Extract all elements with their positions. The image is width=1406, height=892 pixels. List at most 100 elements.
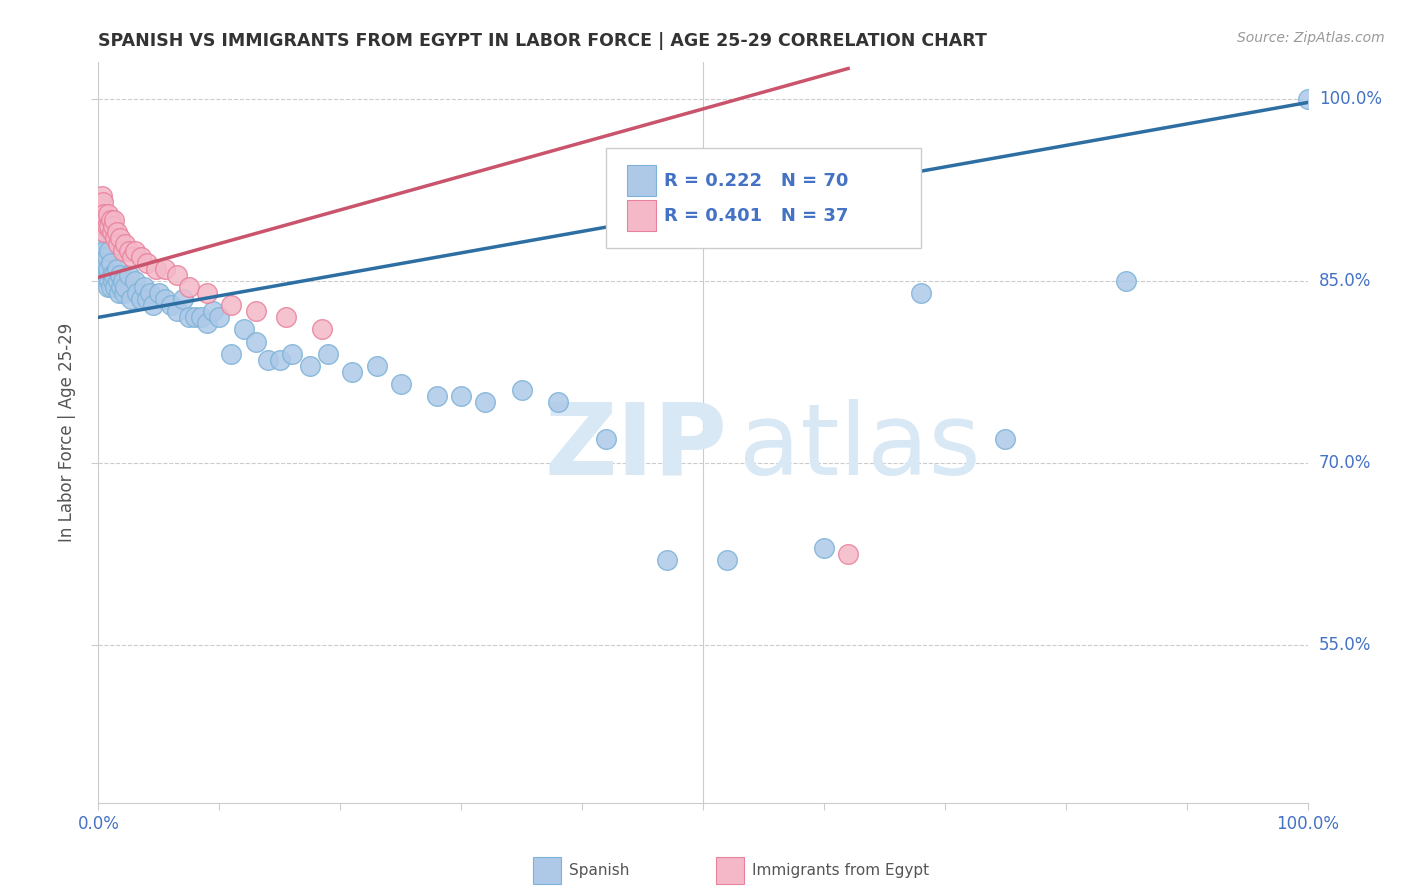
Point <box>716 553 738 567</box>
Point <box>148 286 170 301</box>
Point <box>105 225 128 239</box>
Point <box>96 268 118 282</box>
Point <box>96 250 118 264</box>
Point <box>98 219 121 234</box>
Point <box>342 365 364 379</box>
Point <box>129 250 152 264</box>
Point <box>195 317 218 331</box>
Point <box>269 352 291 367</box>
Point <box>316 347 339 361</box>
Point <box>1296 92 1319 106</box>
Point <box>118 244 141 258</box>
Point <box>101 274 124 288</box>
Point <box>510 383 533 397</box>
Text: 55.0%: 55.0% <box>1319 636 1371 654</box>
Point <box>93 207 115 221</box>
Text: Source: ZipAtlas.com: Source: ZipAtlas.com <box>1237 31 1385 45</box>
Point <box>299 359 322 373</box>
Point <box>134 280 156 294</box>
Point <box>108 286 131 301</box>
Point <box>166 304 188 318</box>
FancyBboxPatch shape <box>627 165 655 196</box>
Point <box>129 292 152 306</box>
Point <box>91 219 114 234</box>
Point <box>366 359 388 373</box>
Point <box>994 432 1017 446</box>
Point <box>426 389 449 403</box>
Point <box>195 286 218 301</box>
Point <box>108 231 131 245</box>
Point <box>100 225 122 239</box>
Point <box>97 261 120 276</box>
Point <box>121 250 143 264</box>
Point <box>135 256 157 270</box>
Point <box>91 194 114 209</box>
Point <box>547 395 569 409</box>
Point <box>127 286 149 301</box>
Point <box>245 334 267 349</box>
FancyBboxPatch shape <box>606 147 921 247</box>
Point <box>93 244 115 258</box>
Point <box>124 274 146 288</box>
Point <box>813 541 835 555</box>
Text: SPANISH VS IMMIGRANTS FROM EGYPT IN LABOR FORCE | AGE 25-29 CORRELATION CHART: SPANISH VS IMMIGRANTS FROM EGYPT IN LABO… <box>98 32 987 50</box>
Point <box>105 261 128 276</box>
Text: 100.0%: 100.0% <box>1319 90 1382 108</box>
Point <box>389 377 412 392</box>
Point <box>245 304 267 318</box>
Point <box>107 237 129 252</box>
Point <box>837 547 859 561</box>
Point <box>179 310 201 325</box>
Point <box>153 292 176 306</box>
Point <box>100 280 122 294</box>
Point <box>108 268 131 282</box>
Point <box>281 347 304 361</box>
Point <box>208 310 231 325</box>
Point <box>101 219 124 234</box>
Point <box>118 268 141 282</box>
Point <box>311 322 333 336</box>
Point <box>184 310 207 325</box>
Point <box>104 231 127 245</box>
Point <box>98 244 121 258</box>
Point <box>256 352 278 367</box>
Text: 70.0%: 70.0% <box>1319 454 1371 472</box>
Point <box>595 432 617 446</box>
Point <box>97 280 120 294</box>
Point <box>93 225 115 239</box>
Point <box>114 237 136 252</box>
Point <box>91 213 114 227</box>
Point <box>114 280 136 294</box>
Point <box>111 274 134 288</box>
Point <box>91 250 114 264</box>
Point <box>655 553 678 567</box>
Point <box>103 268 125 282</box>
Point <box>232 322 254 336</box>
Point <box>103 213 125 227</box>
Point <box>94 256 117 270</box>
Y-axis label: In Labor Force | Age 25-29: In Labor Force | Age 25-29 <box>58 323 76 542</box>
Point <box>166 268 188 282</box>
Text: ZIP: ZIP <box>544 399 727 496</box>
Point <box>98 274 121 288</box>
Point <box>124 244 146 258</box>
Point <box>172 292 194 306</box>
Point <box>474 395 496 409</box>
Point <box>221 347 243 361</box>
FancyBboxPatch shape <box>627 200 655 231</box>
Point <box>107 274 129 288</box>
Point <box>221 298 243 312</box>
Point <box>93 268 115 282</box>
Text: R = 0.222   N = 70: R = 0.222 N = 70 <box>664 172 849 190</box>
Point <box>100 256 122 270</box>
Point <box>111 244 134 258</box>
Point <box>91 189 114 203</box>
Point <box>139 286 162 301</box>
Point <box>110 280 132 294</box>
Point <box>89 201 111 215</box>
Point <box>96 219 118 234</box>
Point <box>135 292 157 306</box>
Text: Immigrants from Egypt: Immigrants from Egypt <box>752 863 929 878</box>
Point <box>90 207 112 221</box>
Point <box>274 310 297 325</box>
